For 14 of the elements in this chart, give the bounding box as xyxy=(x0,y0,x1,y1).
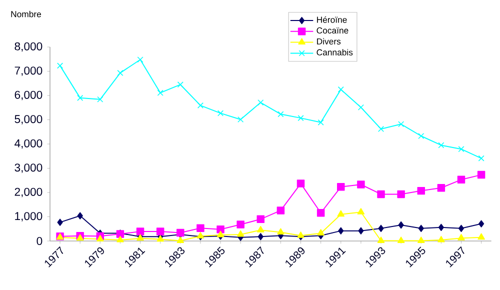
y-tick-label: 3,000 xyxy=(14,164,42,173)
y-tick-label: 2,000 xyxy=(14,188,42,198)
y-tick-label: 1,000 xyxy=(15,212,42,222)
y-tick-label: 4,000 xyxy=(14,139,42,149)
y-tick-label: 8,000 xyxy=(14,42,42,52)
legend-label: Cocaïne xyxy=(316,27,348,34)
y-tick-label: 6,000 xyxy=(14,90,42,100)
legend-label: Héroïne xyxy=(317,16,347,23)
y-axis-title: Nombre xyxy=(11,10,42,18)
legend-label: Divers xyxy=(317,38,341,44)
y-tick-label: 5,000 xyxy=(14,115,42,124)
y-tick-label: 0 xyxy=(36,237,42,246)
legend-label: Cannabis xyxy=(316,49,353,56)
y-tick-label: 7,000 xyxy=(14,66,42,76)
